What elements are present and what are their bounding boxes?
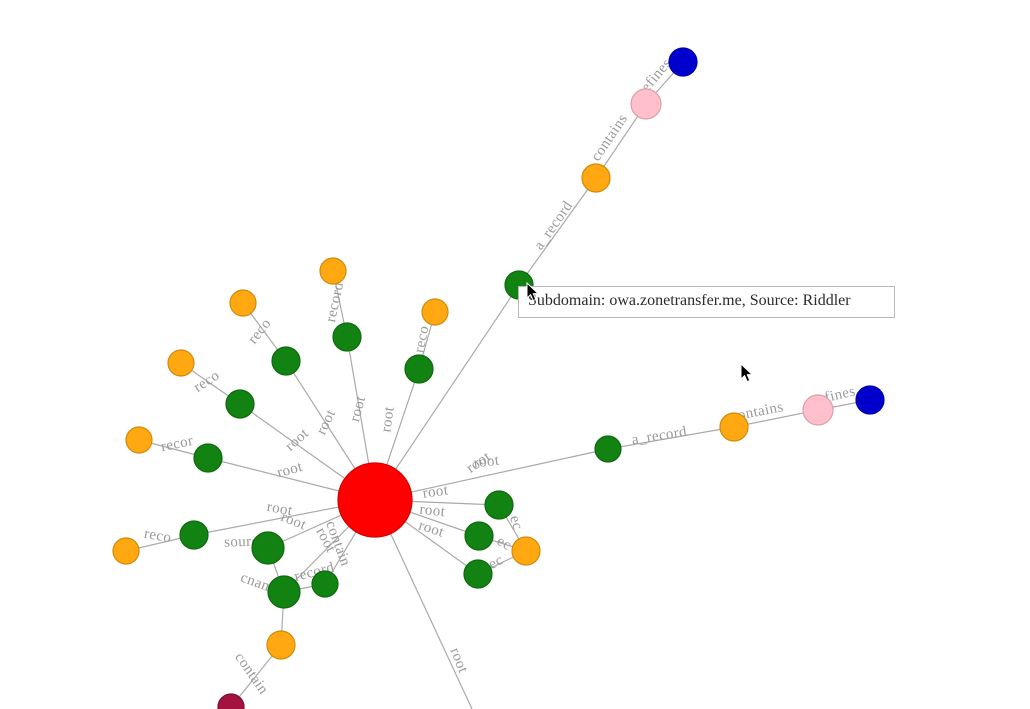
nodes-layer [112, 47, 885, 709]
graph-edge [518, 177, 597, 286]
ip-node[interactable] [266, 630, 296, 660]
subdomain-node[interactable] [484, 490, 514, 520]
ip-node[interactable] [319, 257, 347, 285]
edge-label: recor [159, 433, 194, 455]
ip-node[interactable] [229, 289, 257, 317]
partial-node[interactable] [217, 693, 245, 709]
edges-layer [125, 61, 871, 709]
edge-label: root [279, 509, 309, 534]
graph-edge [374, 448, 609, 501]
subdomain-node[interactable] [251, 531, 285, 565]
edge-label: root [347, 394, 369, 423]
edge-label: a_record [631, 424, 689, 449]
node-tooltip: Subdomain: owa.zonetransfer.me, Source: … [518, 286, 895, 318]
netblock-node[interactable] [802, 394, 834, 426]
edge-label: root [473, 452, 501, 471]
edge-label: root [419, 502, 447, 521]
subdomain-node[interactable] [179, 520, 209, 550]
subdomain-node[interactable] [463, 559, 493, 589]
edge-label: root [314, 407, 340, 438]
subdomain-node[interactable] [311, 570, 339, 598]
subdomain-node[interactable] [404, 354, 434, 384]
graph-edge [607, 426, 735, 450]
subdomain-node[interactable] [464, 521, 494, 551]
subdomain-node[interactable] [332, 322, 362, 352]
edge-labels-layer: rootrecordrootrecorootrecorootrecorrootr… [143, 56, 857, 698]
subdomain-node[interactable] [271, 346, 301, 376]
edge-label: root [275, 459, 305, 482]
edge-label: reco [245, 316, 274, 347]
graph-edge [374, 284, 520, 501]
edge-label: record [323, 281, 347, 324]
ip-node[interactable] [581, 163, 611, 193]
ip-node[interactable] [719, 412, 749, 442]
ip-node[interactable] [421, 298, 449, 326]
edge-label: root [422, 482, 450, 501]
netblock-node[interactable] [630, 88, 662, 120]
ip-node[interactable] [125, 426, 153, 454]
subdomain-node[interactable] [267, 575, 301, 609]
root-node[interactable] [337, 462, 413, 538]
edge-label: ec [506, 514, 526, 532]
asn-node[interactable] [668, 47, 698, 77]
ip-node[interactable] [112, 537, 140, 565]
edge-label: contain [231, 650, 271, 698]
subdomain-node[interactable] [594, 435, 622, 463]
subdomain-node[interactable] [193, 443, 223, 473]
edge-label: root [266, 499, 295, 519]
edge-label: root [446, 646, 471, 676]
edge-label: contains [588, 111, 631, 164]
edge-label: root [417, 518, 447, 541]
edge-label: reco [412, 324, 433, 354]
edge-label: reco [191, 367, 223, 395]
ip-node[interactable] [511, 536, 541, 566]
edge-label: ec [494, 533, 514, 554]
asn-node[interactable] [855, 385, 885, 415]
edge-label: a_record [531, 198, 576, 253]
edge-to-bottom [374, 499, 473, 709]
edge-label: root [282, 425, 312, 454]
edge-label: reco [143, 526, 173, 547]
subdomain-node[interactable] [225, 389, 255, 419]
edge-label: root [378, 405, 397, 433]
ip-node[interactable] [167, 349, 195, 377]
